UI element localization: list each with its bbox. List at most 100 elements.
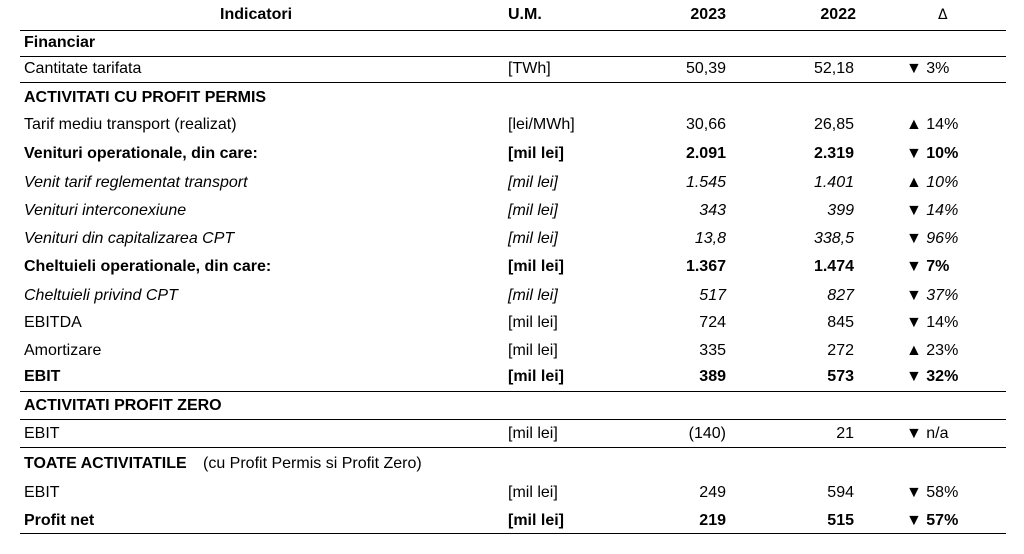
table-row: Venit tarif reglementat transport [mil le…	[20, 169, 1006, 197]
row-value-2023: 335	[699, 342, 726, 359]
row-value-2023: 517	[699, 287, 726, 304]
row-unit: [mil lei]	[508, 202, 558, 219]
row-indicator: EBIT	[24, 425, 60, 442]
row-value-2023: 343	[699, 202, 726, 219]
header-2023: 2023	[690, 6, 726, 23]
row-value-2022: 338,5	[813, 230, 854, 247]
row-indicator: Cantitate tarifata	[24, 60, 142, 77]
row-value-2022: 52,18	[813, 60, 854, 77]
row-value-2023: 389	[699, 368, 726, 385]
row-delta: ▲ 10%	[906, 174, 959, 191]
header-delta: Δ	[938, 7, 948, 23]
row-divider	[20, 533, 1006, 534]
row-value-2022: 26,85	[813, 116, 854, 133]
row-delta: ▼ 14%	[906, 314, 959, 331]
row-value-2023: 50,39	[685, 60, 726, 77]
row-value-2023: 219	[699, 512, 726, 529]
row-delta: ▼ 37%	[906, 287, 959, 304]
section-header: ACTIVITATI PROFIT ZERO	[20, 393, 1006, 419]
row-divider	[20, 447, 1006, 448]
row-unit: [mil lei]	[508, 484, 558, 501]
row-value-2023: 30,66	[685, 116, 726, 133]
row-indicator: Venituri interconexiune	[24, 202, 187, 219]
row-divider	[20, 56, 1006, 57]
row-value-2022: 272	[827, 342, 854, 359]
table-row: Cantitate tarifata [TWh] 50,39 52,18 ▼ 3%	[20, 56, 1006, 82]
table-row: EBIT [mil lei] 389 573 ▼ 32%	[20, 364, 1006, 390]
row-delta: ▼ 32%	[906, 368, 959, 385]
row-delta: ▼ 14%	[906, 202, 959, 219]
row-value-2023: 2.091	[685, 145, 726, 162]
row-divider	[20, 391, 1006, 392]
row-unit: [mil lei]	[508, 174, 558, 191]
row-unit: [mil lei]	[508, 512, 565, 529]
row-value-2022: 21	[836, 425, 854, 442]
row-indicator: EBITDA	[24, 314, 82, 331]
row-value-2022: 845	[827, 314, 854, 331]
row-value-2022: 515	[827, 512, 854, 529]
row-unit: [mil lei]	[508, 425, 558, 442]
row-unit: [mil lei]	[508, 368, 565, 385]
row-value-2022: 1.401	[813, 174, 854, 191]
table-header: Indicatori U.M. 2023 2022 Δ	[20, 0, 1006, 30]
row-value-2022: 573	[827, 368, 854, 385]
section-header: TOATE ACTIVITATILE (cu Profit Permis si …	[20, 450, 1006, 478]
row-indicator: EBIT	[24, 484, 60, 501]
section-header: ACTIVITATI CU PROFIT PERMIS	[20, 85, 1006, 111]
row-unit: [TWh]	[508, 60, 551, 77]
row-indicator: Profit net	[24, 512, 95, 529]
row-delta: ▼ 57%	[906, 512, 959, 529]
row-divider	[20, 82, 1006, 83]
section-title: ACTIVITATI PROFIT ZERO	[24, 397, 222, 414]
row-delta: ▲ 23%	[906, 342, 959, 359]
row-delta: ▼ 3%	[906, 60, 950, 77]
table-row: EBIT [mil lei] (140) 21 ▼ n/a	[20, 421, 1006, 447]
table-row: EBIT [mil lei] 249 594 ▼ 58%	[20, 479, 1006, 507]
table-row: Profit net [mil lei] 219 515 ▼ 57%	[20, 507, 1006, 535]
section-title: TOATE ACTIVITATILE	[24, 455, 187, 472]
row-value-2022: 594	[827, 484, 854, 501]
row-value-2022: 399	[827, 202, 854, 219]
header-indicator: Indicatori	[220, 6, 293, 23]
table-row: Cheltuieli operationale, din care: [mil l…	[20, 253, 1006, 281]
table-row: Tarif mediu transport (realizat) [lei/MWh…	[20, 111, 1006, 139]
row-value-2022: 827	[827, 287, 854, 304]
row-indicator: Tarif mediu transport (realizat)	[24, 116, 237, 133]
row-value-2023: (140)	[688, 425, 726, 442]
row-indicator: Cheltuieli privind CPT	[24, 287, 178, 304]
row-indicator: EBIT	[24, 368, 61, 385]
row-delta: ▼ n/a	[906, 425, 949, 442]
row-indicator: Amortizare	[24, 342, 102, 359]
row-unit: [mil lei]	[508, 258, 565, 275]
row-value-2023: 1.545	[685, 174, 726, 191]
row-value-2023: 1.367	[685, 258, 726, 275]
table-row: Venituri din capitalizarea CPT [mil lei] 1…	[20, 225, 1006, 253]
row-divider	[20, 419, 1006, 420]
row-unit: [mil lei]	[508, 314, 558, 331]
section-title: Financiar	[24, 34, 96, 51]
table-row: Venituri operationale, din care: [mil lei…	[20, 140, 1006, 168]
row-value-2023: 724	[699, 314, 726, 331]
row-indicator: Venituri din capitalizarea CPT	[24, 230, 235, 247]
row-delta: ▼ 7%	[906, 258, 950, 275]
row-indicator: Venituri operationale, din care:	[24, 145, 258, 162]
row-value-2023: 13,8	[694, 230, 726, 247]
row-unit: [mil lei]	[508, 145, 565, 162]
row-value-2023: 249	[699, 484, 726, 501]
section-header: Financiar	[20, 30, 1006, 56]
row-delta: ▼ 96%	[906, 230, 959, 247]
row-delta: ▼ 10%	[906, 145, 959, 162]
indicators-table: Indicatori U.M. 2023 2022 Δ Financiar Can…	[20, 0, 1006, 534]
row-indicator: Cheltuieli operationale, din care:	[24, 258, 272, 275]
row-unit: [mil lei]	[508, 287, 558, 304]
row-value-2022: 2.319	[813, 145, 854, 162]
row-divider	[20, 30, 1006, 31]
section-subtitle: (cu Profit Permis si Profit Zero)	[203, 455, 422, 472]
row-indicator: Venit tarif reglementat transport	[24, 174, 248, 191]
row-delta: ▲ 14%	[906, 116, 959, 133]
row-unit: [mil lei]	[508, 342, 558, 359]
section-title: ACTIVITATI CU PROFIT PERMIS	[24, 89, 267, 106]
table-row: Amortizare [mil lei] 335 272 ▲ 23%	[20, 337, 1006, 365]
table-row: Venituri interconexiune [mil lei] 343 399 ▼ …	[20, 197, 1006, 225]
header-2022: 2022	[820, 6, 856, 23]
